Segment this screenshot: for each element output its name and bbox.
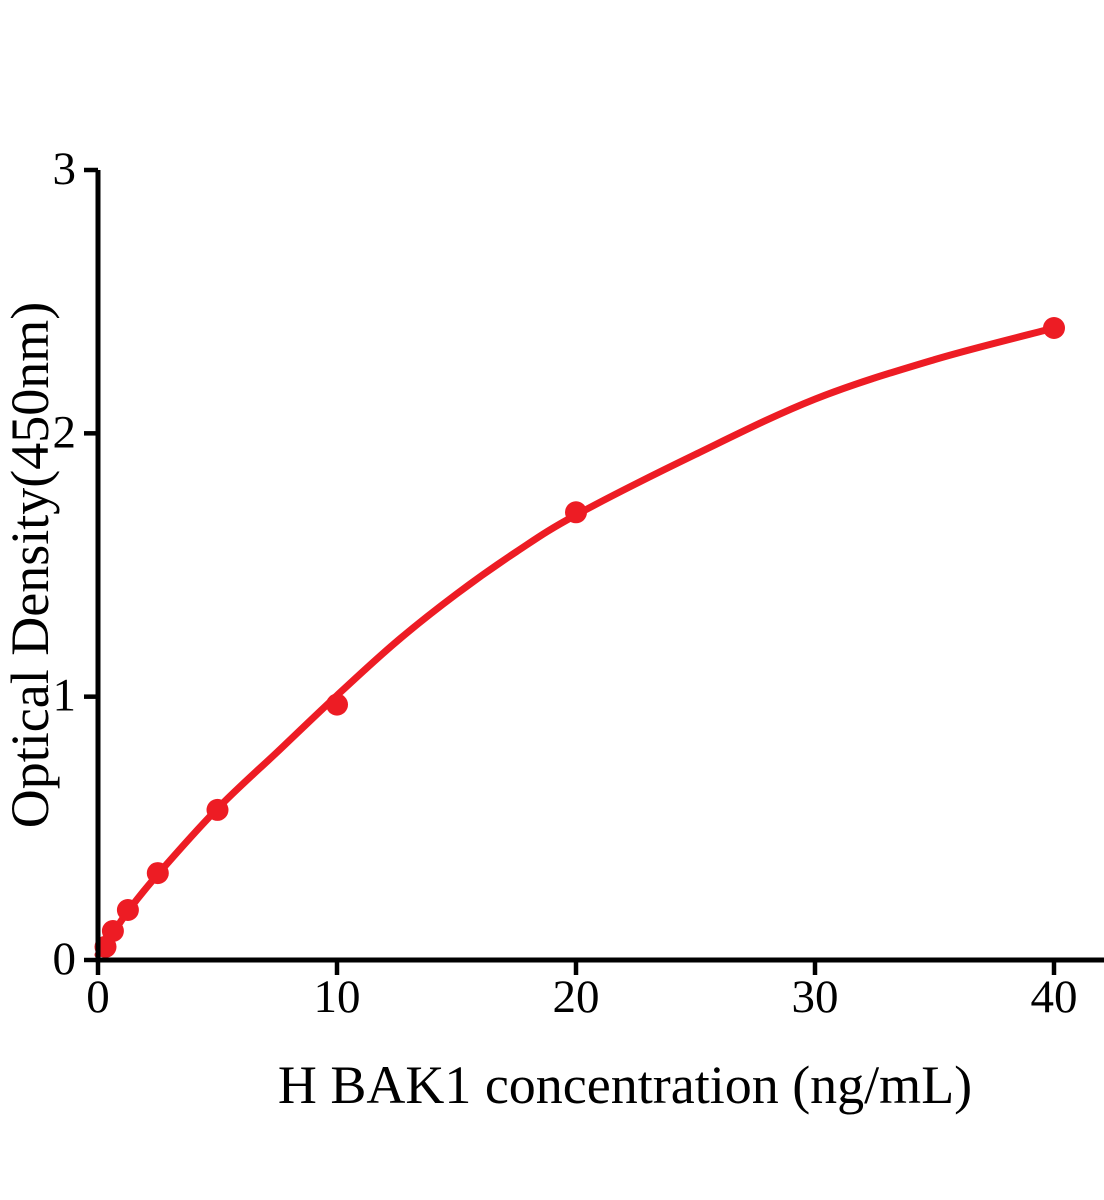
data-point xyxy=(326,693,348,716)
data-point xyxy=(1043,317,1065,339)
data-point xyxy=(565,501,587,524)
y-tick-label: 0 xyxy=(53,933,77,985)
x-tick-label: 30 xyxy=(792,971,839,1023)
data-point xyxy=(116,899,139,921)
data-point xyxy=(206,798,229,821)
x-tick-label: 20 xyxy=(553,971,600,1023)
axes xyxy=(84,167,1104,975)
y-tick-label: 2 xyxy=(53,406,77,458)
x-tick-label: 40 xyxy=(1031,971,1078,1023)
y-tick-label: 1 xyxy=(53,670,77,722)
y-tick-label: 3 xyxy=(53,143,77,195)
x-tick-label: 10 xyxy=(314,971,361,1023)
data-points xyxy=(94,317,1065,958)
x-axis-title: H BAK1 concentration (ng/mL) xyxy=(278,1055,972,1115)
fit-curve-line xyxy=(94,324,1058,959)
tick-labels: 0 10 20 30 40 0 1 2 3 xyxy=(53,143,1078,1023)
x-tick-label: 0 xyxy=(86,971,110,1023)
data-point xyxy=(101,920,124,942)
data-point xyxy=(146,862,169,885)
y-axis-title: Optical Density(450nm) xyxy=(0,302,60,828)
